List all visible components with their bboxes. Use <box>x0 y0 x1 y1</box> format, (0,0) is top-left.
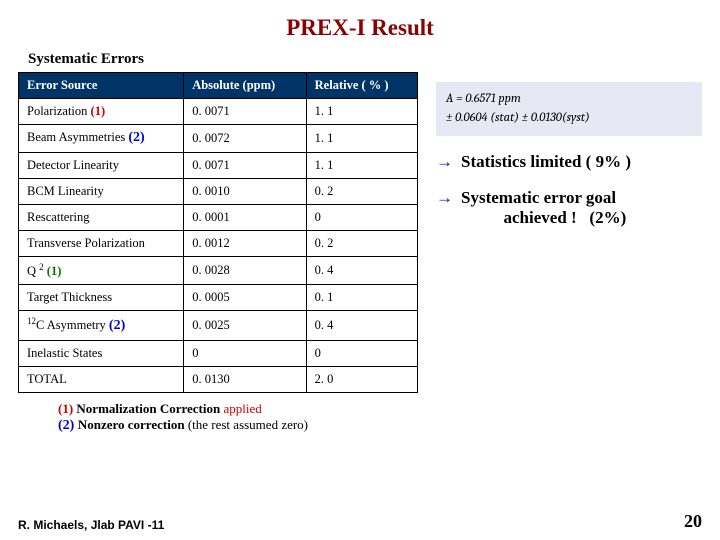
cell-absolute: 0. 0001 <box>184 204 306 230</box>
footnote-2-lead: (2) <box>58 418 78 433</box>
table-row: Rescattering0. 00010 <box>19 204 418 230</box>
bullet-goal: → Systematic error goal achieved ! (2%) <box>436 188 702 228</box>
content-row: Error Source Absolute (ppm) Relative ( %… <box>18 72 702 393</box>
cell-absolute: 0. 0025 <box>184 310 306 340</box>
cell-relative: 1. 1 <box>306 99 417 125</box>
cell-relative: 0. 1 <box>306 284 417 310</box>
bullet-goal-text: Systematic error goal achieved ! (2%) <box>461 188 626 228</box>
footnote-2: (2) Nonzero correction (the rest assumed… <box>58 417 702 434</box>
footer-author: R. Michaels, Jlab PAVI -11 <box>18 518 168 532</box>
cell-source: Transverse Polarization <box>19 230 184 256</box>
cell-source: Polarization (1) <box>19 99 184 125</box>
formula-line2: ± 0.0604 (stat) ± 0.0130(syst) <box>446 109 692 128</box>
errors-table-wrap: Error Source Absolute (ppm) Relative ( %… <box>18 72 418 393</box>
bullet-stats-text: Statistics limited ( 9% ) <box>461 152 631 172</box>
cell-relative: 0. 2 <box>306 230 417 256</box>
cell-source: Rescattering <box>19 204 184 230</box>
table-header-row: Error Source Absolute (ppm) Relative ( %… <box>19 73 418 99</box>
row-note: (2) <box>109 318 125 333</box>
table-row: Inelastic States00 <box>19 340 418 366</box>
table-row: Target Thickness0. 00050. 1 <box>19 284 418 310</box>
row-note: (1) <box>91 104 106 118</box>
cell-source: 12C Asymmetry (2) <box>19 310 184 340</box>
cell-relative: 2. 0 <box>306 366 417 392</box>
col-relative: Relative ( % ) <box>306 73 417 99</box>
col-absolute: Absolute (ppm) <box>184 73 306 99</box>
footnote-2-tail: (the rest assumed zero) <box>188 417 308 432</box>
cell-source: Detector Linearity <box>19 152 184 178</box>
page-title: PREX-I Result <box>18 15 702 41</box>
table-body: Polarization (1)0. 00711. 1Beam Asymmetr… <box>19 99 418 393</box>
footnote-1-bold: Normalization Correction <box>76 401 220 416</box>
row-note: (1) <box>47 264 62 278</box>
arrow-icon: → <box>436 152 453 172</box>
cell-source: Target Thickness <box>19 284 184 310</box>
cell-absolute: 0. 0072 <box>184 125 306 153</box>
row-note: (2) <box>128 130 144 145</box>
goal-line2: achieved ! (2%) <box>461 208 626 227</box>
cell-relative: 0. 4 <box>306 310 417 340</box>
cell-relative: 0 <box>306 340 417 366</box>
col-source: Error Source <box>19 73 184 99</box>
cell-absolute: 0. 0130 <box>184 366 306 392</box>
cell-absolute: 0. 0012 <box>184 230 306 256</box>
right-column: A = 0.6571 ppm ± 0.0604 (stat) ± 0.0130(… <box>428 72 702 228</box>
cell-relative: 0. 4 <box>306 256 417 284</box>
cell-absolute: 0. 0071 <box>184 99 306 125</box>
arrow-icon: → <box>436 188 453 208</box>
footnote-1-lead: (1) <box>58 401 76 416</box>
table-row: Q 2 (1)0. 00280. 4 <box>19 256 418 284</box>
table-row: Detector Linearity0. 00711. 1 <box>19 152 418 178</box>
cell-relative: 0 <box>306 204 417 230</box>
errors-table: Error Source Absolute (ppm) Relative ( %… <box>18 72 418 393</box>
formula-box: A = 0.6571 ppm ± 0.0604 (stat) ± 0.0130(… <box>436 82 702 136</box>
footnote-1: (1) Normalization Correction applied <box>58 401 702 417</box>
table-row: TOTAL0. 01302. 0 <box>19 366 418 392</box>
table-row: Polarization (1)0. 00711. 1 <box>19 99 418 125</box>
page-number: 20 <box>684 511 702 532</box>
cell-absolute: 0. 0010 <box>184 178 306 204</box>
goal-line1: Systematic error goal <box>461 188 616 207</box>
footnote-2-bold: Nonzero correction <box>78 417 185 432</box>
table-row: BCM Linearity0. 00100. 2 <box>19 178 418 204</box>
subtitle: Systematic Errors <box>28 51 702 68</box>
table-row: 12C Asymmetry (2)0. 00250. 4 <box>19 310 418 340</box>
table-row: Beam Asymmetries (2)0. 00721. 1 <box>19 125 418 153</box>
footnotes: (1) Normalization Correction applied (2)… <box>58 401 702 434</box>
cell-source: TOTAL <box>19 366 184 392</box>
cell-relative: 0. 2 <box>306 178 417 204</box>
cell-source: BCM Linearity <box>19 178 184 204</box>
cell-relative: 1. 1 <box>306 125 417 153</box>
bullet-stats: → Statistics limited ( 9% ) <box>436 152 702 172</box>
cell-relative: 1. 1 <box>306 152 417 178</box>
cell-absolute: 0. 0071 <box>184 152 306 178</box>
cell-absolute: 0. 0028 <box>184 256 306 284</box>
footnote-1-tail: applied <box>223 401 261 416</box>
slide: PREX-I Result Systematic Errors Error So… <box>0 0 720 540</box>
cell-absolute: 0 <box>184 340 306 366</box>
cell-source: Inelastic States <box>19 340 184 366</box>
cell-source: Beam Asymmetries (2) <box>19 125 184 153</box>
cell-absolute: 0. 0005 <box>184 284 306 310</box>
table-row: Transverse Polarization0. 00120. 2 <box>19 230 418 256</box>
formula-line1: A = 0.6571 ppm <box>446 90 692 109</box>
cell-source: Q 2 (1) <box>19 256 184 284</box>
